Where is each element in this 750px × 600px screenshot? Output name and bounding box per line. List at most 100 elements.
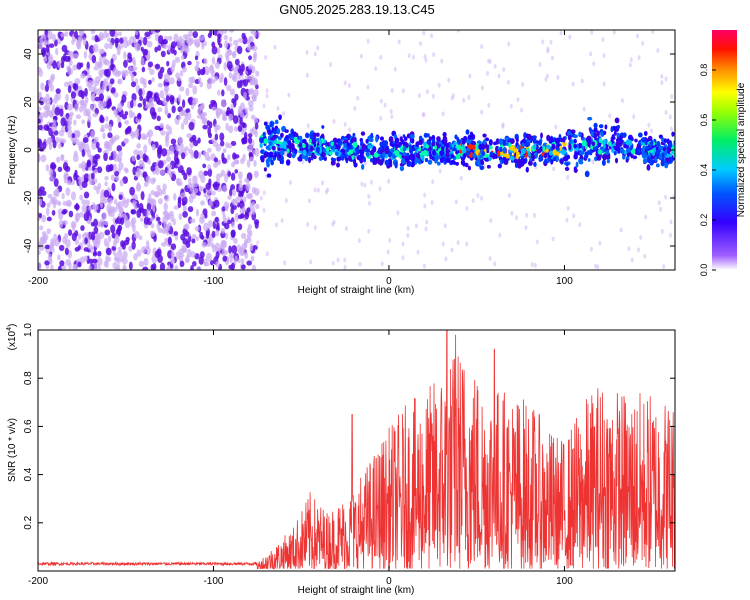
spectrogram-band-dot	[596, 130, 600, 137]
spectrogram-noise-dot	[162, 43, 168, 50]
spectrogram-noise-dot	[231, 230, 236, 238]
spectrogram-noise-dot	[112, 163, 118, 173]
spectrogram-band-dot	[488, 145, 493, 150]
spectrogram-band-dot	[602, 153, 608, 161]
spectrogram-band-dot	[453, 141, 458, 146]
spectrogram-band-dot	[658, 146, 662, 151]
spectrogram-noise-dot	[78, 89, 84, 98]
spectrogram-scatter-dot	[401, 241, 405, 247]
spectrogram-scatter-dot	[578, 222, 582, 228]
spectrogram-noise-dot	[162, 183, 167, 191]
spectrogram-scatter-dot	[411, 54, 415, 60]
spectrogram-noise-dot	[121, 257, 128, 265]
spectrogram-band-dot	[394, 149, 399, 156]
spectrogram-band-dot	[394, 142, 399, 150]
spectrogram-noise-dot	[180, 233, 186, 241]
spectrogram-noise-dot	[104, 229, 111, 236]
spectrogram-band-dot	[277, 153, 282, 159]
colorbar-tick-label: 0.4	[699, 164, 709, 177]
spectrogram-noise-dot	[102, 198, 108, 204]
spectrogram-noise-dot	[168, 77, 175, 85]
spectrogram-noise-dot	[90, 104, 94, 112]
spectrogram-band-dot	[414, 158, 418, 165]
spectrogram-band-dot	[655, 146, 660, 151]
spectrogram-scatter-dot	[656, 47, 660, 53]
spectrogram-noise-dot	[222, 116, 228, 121]
spectrogram-noise-dot	[87, 114, 92, 123]
spectrogram-noise-dot	[146, 209, 150, 218]
spectrogram-scatter-dot	[282, 111, 286, 117]
spectrogram-noise-dot	[46, 137, 53, 144]
spectrogram-noise-dot	[251, 45, 258, 52]
spectrogram-scatter-dot	[580, 78, 584, 84]
spectrogram-noise-dot	[82, 137, 89, 143]
spectrogram-dots	[38, 30, 675, 270]
spectrogram-band-dot	[287, 152, 292, 159]
spectrogram-noise-dot	[179, 86, 185, 92]
spectrogram-noise-dot	[88, 205, 93, 211]
spectrogram-noise-dot	[38, 153, 41, 163]
spectrogram-band-dot	[544, 158, 547, 164]
spectrogram-scatter-dot	[374, 66, 378, 72]
spectrogram-noise-dot	[67, 85, 72, 94]
spectrogram-band-dot	[272, 129, 278, 135]
spectrogram-band-dot	[445, 157, 451, 163]
spectrogram-noise-dot	[122, 176, 128, 184]
spectrogram-scatter-dot	[497, 73, 501, 79]
spectrogram-band-dot	[606, 158, 610, 164]
spectrogram-noise-dot	[166, 163, 173, 170]
spectrogram-noise-dot	[108, 42, 113, 50]
spectrogram-band-dot	[570, 129, 576, 134]
spectrogram-noise-dot	[174, 264, 179, 270]
spectrogram-band-dot	[622, 155, 626, 160]
spectrogram-noise-dot	[148, 193, 152, 203]
spectrogram-noise-dot	[147, 61, 154, 68]
spectrogram-noise-dot	[38, 66, 42, 73]
spectrogram-noise-dot	[158, 144, 163, 154]
spectrogram-noise-dot	[70, 91, 77, 99]
spectrogram-band-dot	[586, 135, 592, 141]
spectrogram-band-dot	[610, 126, 614, 133]
spectrogram-noise-dot	[198, 170, 204, 179]
spectrogram-scatter-dot	[431, 179, 435, 185]
spectrogram-band-dot	[263, 153, 268, 159]
spectrogram-noise-dot	[253, 170, 259, 179]
spectrogram-noise-dot	[124, 111, 129, 116]
spectrogram-scatter-dot	[287, 92, 291, 98]
spectrogram-scatter-dot	[265, 88, 269, 94]
spectrogram-noise-dot	[110, 58, 114, 67]
spectrogram-noise-dot	[221, 247, 226, 257]
spectrogram-band-dot	[485, 144, 490, 150]
spectrogram-scatter-dot	[594, 263, 598, 269]
spectrogram-band-dot	[548, 150, 554, 156]
spectrogram-noise-dot	[51, 33, 57, 42]
spectrogram-band-dot	[664, 162, 669, 169]
spectrogram-scatter-dot	[493, 63, 497, 69]
spectrogram-noise-dot	[52, 97, 58, 104]
spectrogram-noise-dot	[186, 133, 193, 139]
spectrogram-noise-dot	[97, 182, 102, 190]
spectrogram-noise-dot	[160, 50, 166, 58]
spectrogram-scatter-dot	[507, 41, 511, 47]
spectrogram-noise-dot	[87, 79, 93, 88]
spectrogram-scatter-dot	[532, 212, 536, 218]
spectrogram-noise-dot	[125, 127, 132, 135]
spectrogram-noise-dot	[195, 60, 200, 66]
colorbar: 0.0 0.2 0.4 0.6 0.8 Normalized spectral ampl…	[699, 30, 747, 276]
spectrogram-noise-dot	[151, 77, 155, 83]
spectrogram-noise-dot	[211, 45, 218, 55]
spectrogram-band-dot	[364, 148, 370, 153]
spectrogram-y-tick-label: -40	[23, 238, 34, 253]
spectrogram-band-dot	[381, 152, 386, 158]
spectrogram-band-dot	[268, 151, 274, 158]
spectrogram-scatter-dot	[589, 246, 593, 252]
spectrogram-scatter-dot	[378, 186, 382, 192]
spectrogram-band-dot	[668, 141, 673, 149]
spectrogram-noise-dot	[162, 216, 168, 225]
spectrogram-scatter-dot	[421, 112, 425, 118]
spectrogram-scatter-dot	[366, 84, 370, 90]
spectrogram-band-dot	[589, 148, 593, 156]
spectrogram-noise-dot	[214, 61, 220, 69]
spectrogram-noise-dot	[167, 236, 172, 246]
spectrogram-noise-dot	[72, 82, 77, 90]
